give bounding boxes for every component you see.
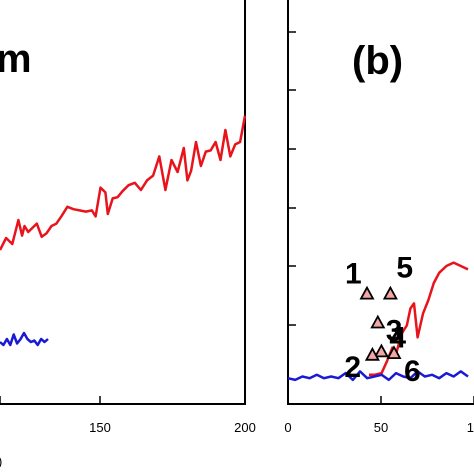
peak-marker-4 — [373, 343, 389, 358]
peak-label-2: 2 — [344, 351, 361, 384]
panel-a-label: m — [0, 37, 32, 81]
panel-a-x-ticks: 150 200 — [0, 396, 256, 435]
panel-a-frame — [0, 0, 246, 405]
panel-b-series-line-2 — [287, 370, 469, 382]
panel-a-x-tick-label: 200 — [234, 420, 256, 435]
panel-a-series-line-1 — [0, 115, 247, 251]
peak-marker-6 — [386, 345, 402, 360]
panel-b-y-ticks — [288, 31, 296, 326]
panel-a-series-line-2 — [0, 331, 49, 347]
panel-b-frame — [287, 0, 474, 405]
peak-label-5: 5 — [396, 252, 413, 285]
panel-b-x-tick-label: 50 — [374, 420, 388, 435]
panel-b-x-tick-label: 10 — [467, 420, 474, 435]
peak-marker-3 — [370, 314, 386, 329]
panel-a: m 150 200 ) — [0, 0, 256, 469]
panel-b-x-tick-label: 0 — [284, 420, 291, 435]
panel-a-series — [0, 115, 247, 347]
peak-label-1: 1 — [345, 258, 362, 291]
peak-marker-1 — [359, 285, 375, 300]
panel-b-x-ticks: 0 50 10 — [284, 396, 474, 435]
panel-b-label: (b) — [352, 39, 403, 83]
peak-marker-2 — [364, 346, 380, 361]
peak-label-3: 3 — [386, 315, 403, 348]
panel-b-series-line-1 — [369, 261, 469, 377]
panel-a-x-tick-label: 150 — [89, 420, 111, 435]
panel-a-x-label-fragment: ) — [0, 454, 2, 469]
peak-label-6: 6 — [404, 355, 421, 388]
peak-marker-5 — [382, 285, 398, 300]
panel-b-series — [287, 261, 469, 382]
